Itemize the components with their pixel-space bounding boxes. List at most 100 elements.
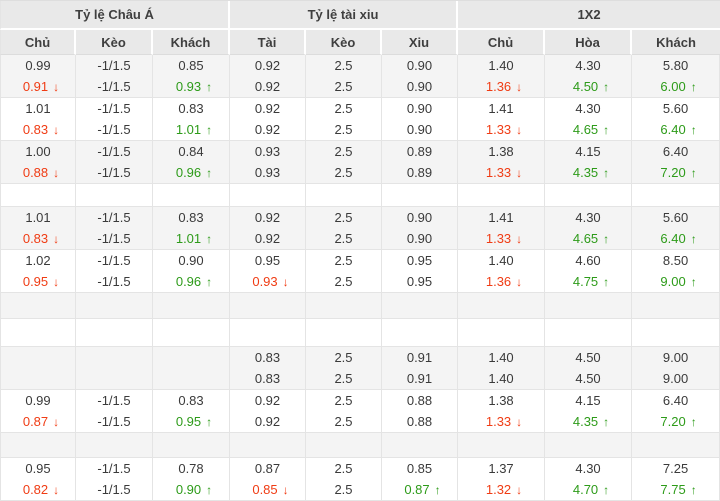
odds-cell[interactable]: 0.90 0.90 <box>382 98 459 141</box>
odds-cell[interactable]: 4.30 4.70 ↑ <box>545 458 633 501</box>
odds-row: 0.99 0.87 ↓ -1/1.5 -1/1.5 0.83 0.95 ↑ 0.92 0.92 2.… <box>0 390 720 433</box>
odds-cell[interactable]: 0.88 0.88 <box>382 390 459 433</box>
odds-value-line: 1.40 <box>458 55 544 76</box>
odds-cell[interactable]: 4.30 4.65 ↑ <box>545 98 633 141</box>
odds-cell[interactable]: 0.90 0.90 <box>382 55 459 98</box>
odds-cell[interactable]: 5.60 6.40 ↑ <box>632 207 720 250</box>
odds-cell[interactable]: -1/1.5 -1/1.5 <box>76 55 153 98</box>
odds-value-line: 0.91 ↓ <box>22 79 60 94</box>
odds-value-line: 0.90 <box>382 119 457 140</box>
odds-cell[interactable]: 0.95 0.93 ↓ <box>230 250 306 293</box>
odds-cell[interactable]: 5.60 6.40 ↑ <box>632 98 720 141</box>
odds-cell[interactable]: 0.93 0.93 <box>230 141 306 184</box>
odds-cell[interactable]: 0.83 1.01 ↑ <box>153 207 230 250</box>
spacer-cell <box>632 293 720 319</box>
odds-cell[interactable]: 4.30 4.50 ↑ <box>545 55 633 98</box>
odds-cell[interactable]: -1/1.5 -1/1.5 <box>76 390 153 433</box>
odds-value: 4.15 <box>575 393 601 408</box>
odds-value-line: -1/1.5 <box>76 141 152 162</box>
group-header-asian-handicap: Tỷ lệ Châu Á <box>0 1 230 30</box>
odds-cell[interactable]: 2.5 2.5 <box>306 207 382 250</box>
odds-cell[interactable]: 0.85 0.87 ↑ <box>382 458 459 501</box>
odds-cell[interactable]: 4.30 4.65 ↑ <box>545 207 633 250</box>
spacer-cell <box>458 293 546 319</box>
odds-cell[interactable]: 0.91 0.91 <box>382 347 459 390</box>
odds-cell[interactable]: 8.50 9.00 ↑ <box>632 250 720 293</box>
odds-value-line: 4.70 ↑ <box>572 482 610 497</box>
odds-cell[interactable]: 0.95 0.82 ↓ <box>0 458 76 501</box>
odds-cell[interactable]: 1.37 1.32 ↓ <box>458 458 546 501</box>
odds-cell[interactable]: 4.15 4.35 ↑ <box>545 390 633 433</box>
odds-cell[interactable]: 0.85 0.93 ↑ <box>153 55 230 98</box>
odds-value: 0.91 <box>22 79 49 94</box>
odds-cell[interactable]: 2.5 2.5 <box>306 55 382 98</box>
odds-cell[interactable]: 0.84 0.96 ↑ <box>153 141 230 184</box>
odds-cell[interactable]: 0.83 1.01 ↑ <box>153 98 230 141</box>
odds-cell[interactable]: 1.41 1.33 ↓ <box>458 207 546 250</box>
odds-cell[interactable]: 2.5 2.5 <box>306 347 382 390</box>
odds-cell[interactable]: 1.40 1.36 ↓ <box>458 250 546 293</box>
odds-value-line: -1/1.5 <box>76 250 152 271</box>
odds-cell[interactable]: -1/1.5 -1/1.5 <box>76 458 153 501</box>
odds-cell[interactable]: 2.5 2.5 <box>306 98 382 141</box>
odds-row: 0.95 0.82 ↓ -1/1.5 -1/1.5 0.78 0.90 ↑ 0.87 0.85 ↓ 2… <box>0 458 720 501</box>
odds-cell[interactable]: 6.40 7.20 ↑ <box>632 390 720 433</box>
odds-cell[interactable]: 2.5 2.5 <box>306 390 382 433</box>
odds-cell[interactable]: 0.92 0.92 <box>230 390 306 433</box>
odds-cell[interactable]: 2.5 2.5 <box>306 458 382 501</box>
odds-value-line: 1.37 <box>458 458 544 479</box>
col-header-1x2-draw: Hòa <box>545 30 633 55</box>
odds-cell[interactable]: -1/1.5 -1/1.5 <box>76 250 153 293</box>
odds-cell[interactable]: 9.00 9.00 <box>632 347 720 390</box>
odds-cell[interactable]: 0.95 0.95 <box>382 250 459 293</box>
odds-cell[interactable]: 0.90 0.96 ↑ <box>153 250 230 293</box>
odds-cell[interactable]: -1/1.5 -1/1.5 <box>76 98 153 141</box>
odds-cell[interactable]: 0.92 0.92 <box>230 207 306 250</box>
odds-cell[interactable]: 1.40 1.36 ↓ <box>458 55 546 98</box>
odds-cell[interactable]: 1.00 0.88 ↓ <box>0 141 76 184</box>
odds-cell[interactable]: 0.87 0.85 ↓ <box>230 458 306 501</box>
odds-cell[interactable]: 6.40 7.20 ↑ <box>632 141 720 184</box>
odds-cell[interactable]: -1/1.5 -1/1.5 <box>76 207 153 250</box>
odds-cell[interactable]: 0.99 0.87 ↓ <box>0 390 76 433</box>
odds-cell[interactable]: 1.02 0.95 ↓ <box>0 250 76 293</box>
odds-value: 0.99 <box>25 393 51 408</box>
odds-value-line: 1.36 ↓ <box>485 274 523 289</box>
odds-value-line <box>76 347 152 368</box>
odds-value-line: 9.00 ↑ <box>660 274 697 289</box>
odds-cell[interactable]: 2.5 2.5 <box>306 250 382 293</box>
odds-value-line: 4.65 ↑ <box>572 122 610 137</box>
odds-cell[interactable]: 2.5 2.5 <box>306 141 382 184</box>
odds-value: 8.50 <box>662 253 689 268</box>
odds-cell[interactable]: 5.80 6.00 ↑ <box>632 55 720 98</box>
odds-cell[interactable]: 7.25 7.75 ↑ <box>632 458 720 501</box>
odds-cell[interactable]: 0.83 0.83 <box>230 347 306 390</box>
spacer-cell <box>545 433 633 458</box>
odds-cell[interactable]: 0.78 0.90 ↑ <box>153 458 230 501</box>
odds-cell[interactable]: 0.99 0.91 ↓ <box>0 55 76 98</box>
odds-cell[interactable]: 4.50 4.50 <box>545 347 633 390</box>
odds-value: 0.90 <box>406 210 433 225</box>
odds-value-line <box>153 347 229 368</box>
odds-value: 1.32 <box>485 482 512 497</box>
odds-value: 4.30 <box>575 461 601 476</box>
odds-cell[interactable]: 1.41 1.33 ↓ <box>458 98 546 141</box>
odds-value-line: 0.95 ↓ <box>22 274 60 289</box>
col-header-ah-home: Chủ <box>0 30 76 55</box>
odds-cell[interactable]: 4.60 4.75 ↑ <box>545 250 633 293</box>
odds-cell[interactable]: 1.40 1.40 <box>458 347 546 390</box>
odds-cell[interactable]: 4.15 4.35 ↑ <box>545 141 633 184</box>
odds-cell[interactable]: 0.89 0.89 <box>382 141 459 184</box>
odds-cell[interactable]: 1.38 1.33 ↓ <box>458 141 546 184</box>
odds-cell[interactable]: 1.01 0.83 ↓ <box>0 207 76 250</box>
odds-cell[interactable]: 0.90 0.90 <box>382 207 459 250</box>
odds-cell[interactable]: -1/1.5 -1/1.5 <box>76 141 153 184</box>
odds-value: 0.85 <box>406 461 433 476</box>
odds-value: 0.91 <box>406 350 433 365</box>
odds-cell[interactable]: 0.83 0.95 ↑ <box>153 390 230 433</box>
odds-cell[interactable]: 0.92 0.92 <box>230 98 306 141</box>
odds-cell[interactable]: 1.38 1.33 ↓ <box>458 390 546 433</box>
odds-cell[interactable]: 1.01 0.83 ↓ <box>0 98 76 141</box>
odds-cell[interactable]: 0.92 0.92 <box>230 55 306 98</box>
odds-value-line: -1/1.5 <box>76 76 152 97</box>
